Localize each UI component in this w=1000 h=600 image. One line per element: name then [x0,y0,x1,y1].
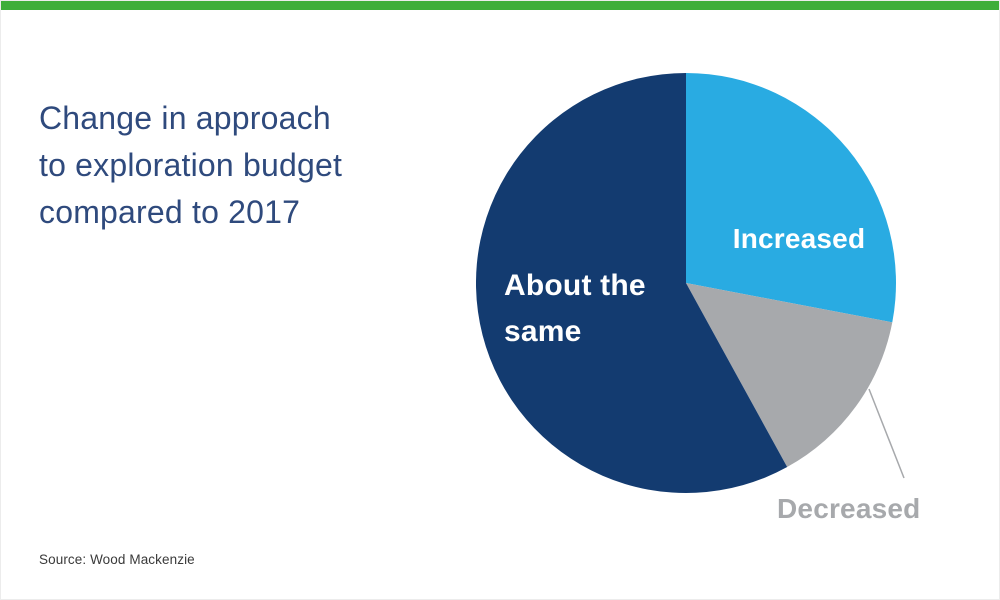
chart-title-line-3: compared to 2017 [39,194,301,230]
pie-chart [476,73,946,543]
decreased-leader-line [868,388,905,479]
pie-slice-decreased [686,283,893,468]
source-text: Source: Wood Mackenzie [39,552,195,567]
chart-title: Change in approach to exploration budget… [39,95,342,236]
chart-title-line-2: to exploration budget [39,147,343,183]
pie-slice-increased [686,73,896,323]
pie-label-about-the-same: About the same [504,269,646,348]
top-accent-bar [1,1,999,10]
chart-title-line-1: Change in approach [39,100,331,136]
pie-chart-svg [476,73,905,493]
pie-label-decreased: Decreased [777,493,921,524]
pie-label-increased: Increased [732,223,866,254]
pie-slice-about-the-same [476,73,788,493]
pie-slices [476,73,896,493]
